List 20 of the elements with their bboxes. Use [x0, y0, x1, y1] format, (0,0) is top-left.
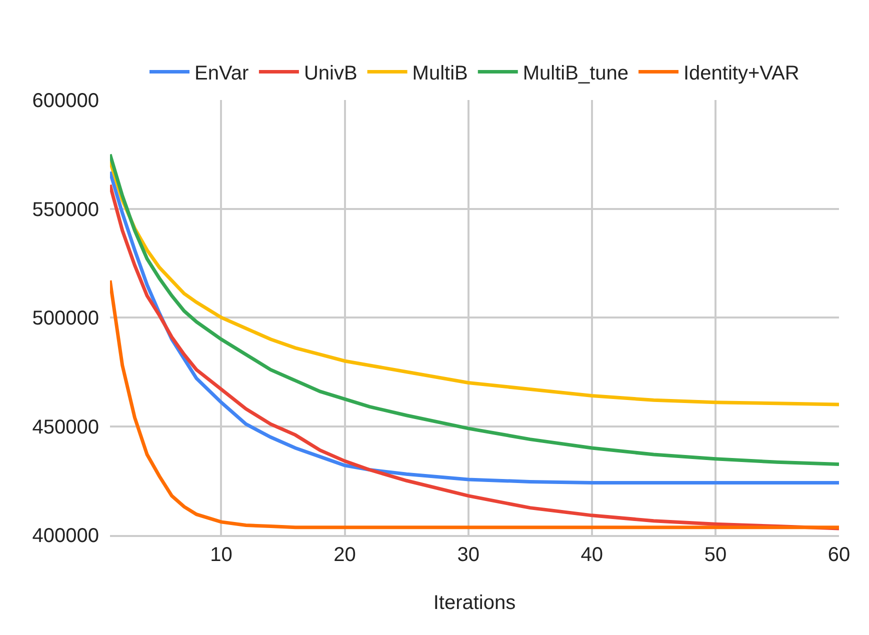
line-series [110, 278, 839, 530]
x-tick-label: 50 [704, 544, 727, 566]
line-series [110, 159, 839, 406]
y-tick-label: 550000 [32, 198, 99, 221]
y-tick-label: 500000 [32, 308, 99, 330]
x-axis-title: Iterations [433, 592, 516, 614]
legend-label: EnVar [194, 62, 249, 85]
x-tick-label: 10 [210, 544, 232, 566]
y-tick-label: 400000 [32, 525, 99, 547]
x-tick-label: 20 [334, 544, 356, 566]
legend-label: MultiB [412, 62, 468, 85]
x-tick-label: 40 [580, 544, 604, 566]
legend-label: MultiB_tune [522, 62, 629, 85]
y-tick-label: 450000 [32, 416, 99, 438]
x-tick-label: 60 [828, 544, 850, 566]
line-series [110, 183, 839, 530]
legend-label: Identity+VAR [684, 62, 800, 85]
x-tick-label: 30 [457, 544, 480, 566]
legend-label: UnivB [304, 62, 358, 85]
y-tick-label: 600000 [32, 90, 99, 112]
